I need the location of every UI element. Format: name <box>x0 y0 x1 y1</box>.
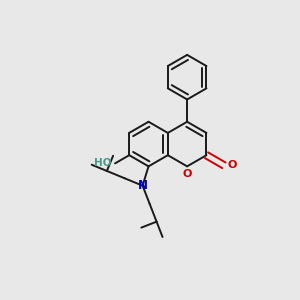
Text: HO: HO <box>94 158 111 168</box>
Text: O: O <box>182 169 192 179</box>
Text: N: N <box>138 179 148 192</box>
Text: O: O <box>228 160 237 170</box>
